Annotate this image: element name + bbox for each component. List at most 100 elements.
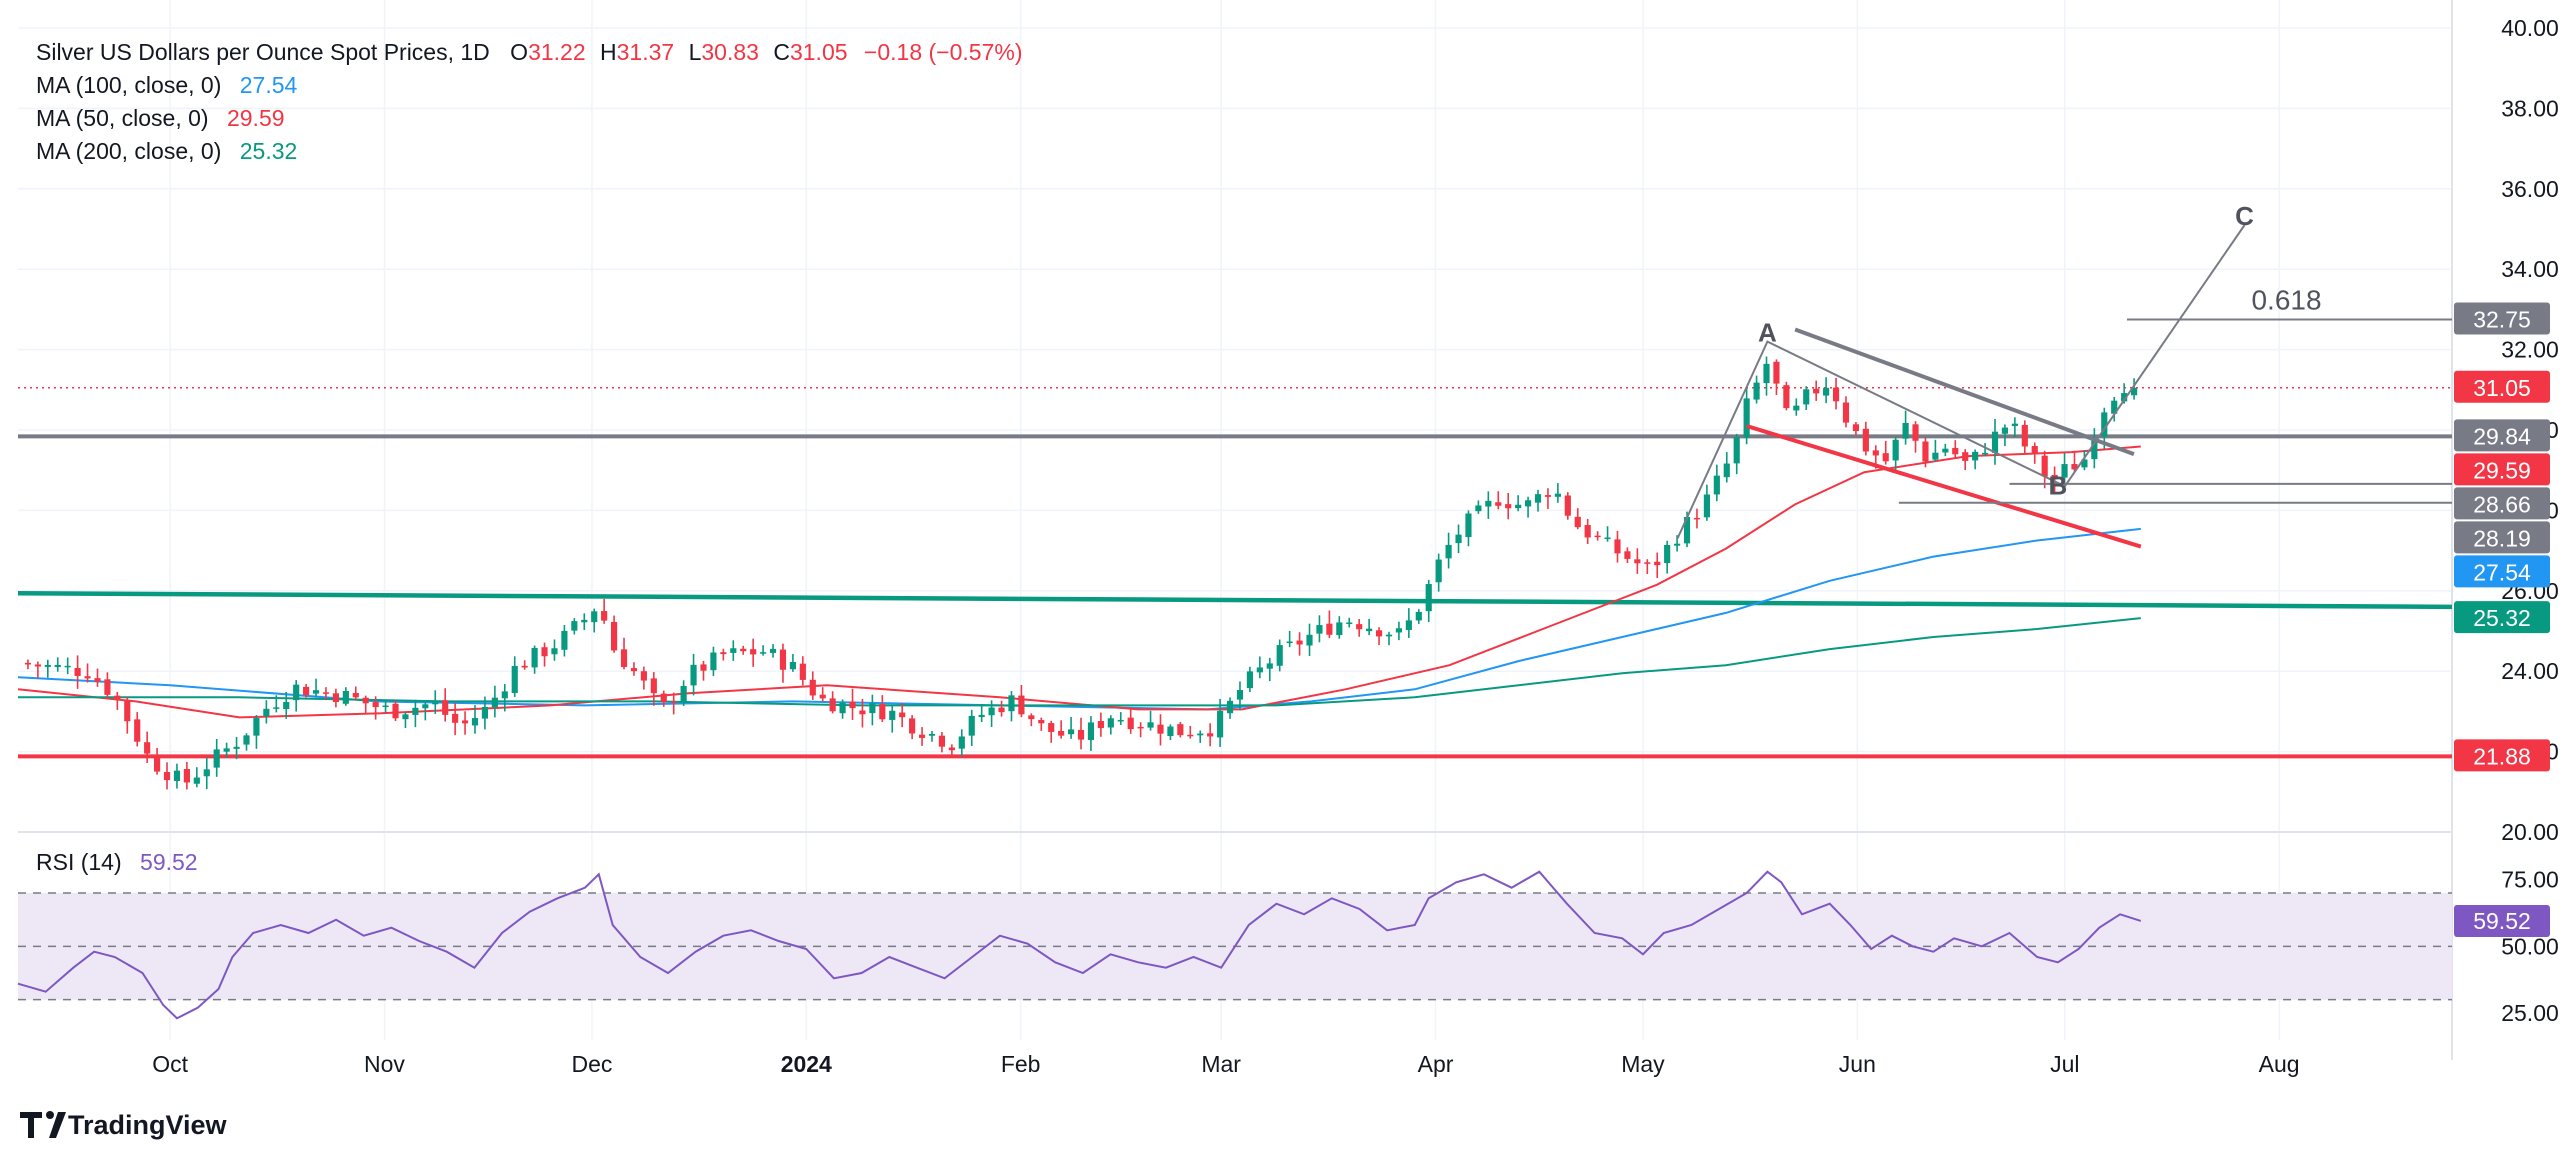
candle-body xyxy=(1892,439,1899,461)
rsi-tick-label: 50.00 xyxy=(2501,933,2559,959)
candle-body xyxy=(1932,452,1939,460)
candle-body xyxy=(1256,667,1263,673)
legend-ma200[interactable]: MA (200, close, 0) 25.32 xyxy=(36,138,297,164)
candle-body xyxy=(1753,382,1760,400)
candle-body xyxy=(750,649,757,655)
candle-body xyxy=(471,718,479,726)
candle-body xyxy=(1475,505,1482,512)
candle-body xyxy=(2091,438,2098,460)
candle-body xyxy=(193,777,200,784)
legend-c-label: C xyxy=(773,39,790,65)
long-term-support-line[interactable] xyxy=(17,590,2453,610)
candle-body xyxy=(1664,544,1671,564)
main-legend[interactable]: Silver US Dollars per Ounce Spot Prices,… xyxy=(36,39,1022,164)
candle-body xyxy=(978,714,985,718)
candle-body xyxy=(730,648,737,653)
tradingview-logo-slash xyxy=(49,1112,66,1138)
legend-ma100-label: MA (100, close, 0) xyxy=(36,72,221,98)
badge-b-low-label: 28.19 xyxy=(2473,525,2531,551)
candle-body xyxy=(779,649,787,670)
badge-last-price-box xyxy=(2454,370,2550,403)
lower-channel-line[interactable] xyxy=(1746,424,2142,549)
candle-body xyxy=(1296,640,1303,645)
candle-body xyxy=(948,747,955,751)
candle-body xyxy=(1127,717,1134,730)
candle-body xyxy=(362,697,369,704)
candle-body xyxy=(1018,695,1025,715)
candle-body xyxy=(1912,424,1919,441)
upper-channel-line[interactable] xyxy=(1794,327,2135,456)
legend-ma200-label: MA (200, close, 0) xyxy=(36,138,221,164)
candle-body xyxy=(869,703,876,714)
rsi-tick-label: 75.00 xyxy=(2501,867,2559,893)
candle-body xyxy=(1445,544,1452,559)
candle-body xyxy=(918,734,926,738)
badge-ma100-label: 27.54 xyxy=(2473,559,2531,585)
candle-body xyxy=(442,700,449,715)
candle-body xyxy=(690,664,697,686)
candle-body xyxy=(769,648,777,653)
candle-body xyxy=(958,736,965,749)
candle-body xyxy=(1942,448,1949,453)
candle-body xyxy=(1067,729,1075,735)
candle-body xyxy=(124,699,131,722)
legend-l-value: 30.83 xyxy=(701,39,759,65)
candle-body xyxy=(1733,437,1740,464)
candle-body xyxy=(1246,671,1253,689)
candle-body xyxy=(1981,452,1989,455)
candle-body xyxy=(650,678,657,694)
ma50-line xyxy=(17,445,2141,719)
candle-body xyxy=(1624,551,1631,559)
price-tick-label: 34.00 xyxy=(2501,256,2559,282)
badge-rsi-label: 59.52 xyxy=(2473,908,2531,934)
candle-body xyxy=(1197,733,1204,736)
candle-body xyxy=(1505,504,1512,509)
legend-ma100[interactable]: MA (100, close, 0) 27.54 xyxy=(36,72,298,98)
time-tick-label: Jun xyxy=(1839,1051,1876,1077)
time-tick-label: Oct xyxy=(152,1051,188,1077)
candle-body xyxy=(680,685,687,703)
time-tick-label: Mar xyxy=(1201,1051,1241,1077)
time-axis[interactable]: Oct Nov Dec 2024 Feb Mar Apr May Jun Jul Aug xyxy=(152,1051,2299,1077)
candle-body xyxy=(1813,388,1820,394)
candle-body xyxy=(839,702,846,714)
wave-label-c: C xyxy=(2235,201,2254,231)
tradingview-logo[interactable]: TradingView xyxy=(20,1110,228,1140)
candle-body xyxy=(1654,561,1661,566)
legend-ma50[interactable]: MA (50, close, 0) 29.59 xyxy=(36,105,285,131)
candle-body xyxy=(412,707,419,715)
candle-body xyxy=(1077,729,1085,740)
candle-body xyxy=(322,692,330,694)
candle-body xyxy=(571,621,578,631)
candle-body xyxy=(213,749,220,768)
candle-body xyxy=(799,663,806,680)
rsi-axis[interactable]: 25.00 50.00 75.00 xyxy=(2501,867,2559,1026)
candle-body xyxy=(74,667,81,676)
candle-body xyxy=(1286,641,1293,644)
price-tick-label: 32.00 xyxy=(2501,337,2559,363)
candle-body xyxy=(481,707,489,719)
candle-body xyxy=(223,748,230,752)
candle-body xyxy=(1167,726,1174,737)
candle-body xyxy=(1793,405,1800,411)
candle-body xyxy=(94,678,101,682)
candle-body xyxy=(2021,424,2028,447)
legend-ma50-value: 29.59 xyxy=(227,105,285,131)
horizontal-levels[interactable] xyxy=(17,387,2453,759)
candle-body xyxy=(1336,622,1343,636)
rsi-legend[interactable]: RSI (14) 59.52 xyxy=(36,849,198,875)
candle-body xyxy=(1674,543,1681,546)
candles xyxy=(24,356,2138,790)
candle-body xyxy=(24,662,32,665)
candle-body xyxy=(1117,719,1124,722)
candle-body xyxy=(1107,718,1114,728)
badge-fib-box xyxy=(2454,302,2550,335)
candle-body xyxy=(273,707,280,709)
time-tick-label: Nov xyxy=(364,1051,405,1077)
wave-abc-line[interactable] xyxy=(1676,224,2246,539)
price-tick-label: 36.00 xyxy=(2501,176,2559,202)
legend-symbol: Silver US Dollars per Ounce Spot Prices,… xyxy=(36,39,490,65)
candle-body xyxy=(1366,628,1373,632)
drawings[interactable]: 0.618 A B C xyxy=(1676,201,2453,549)
